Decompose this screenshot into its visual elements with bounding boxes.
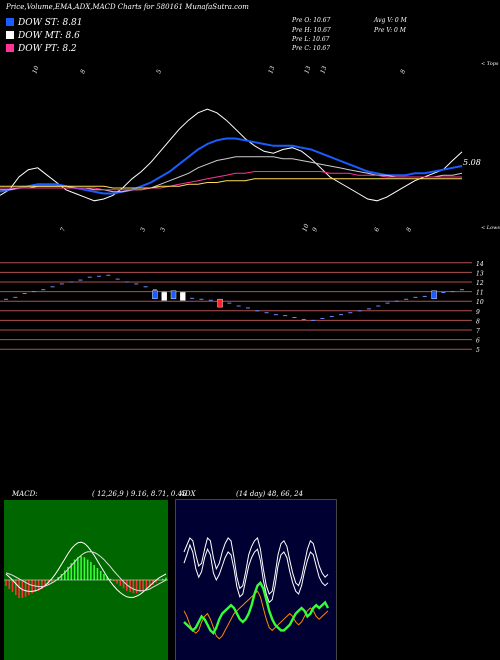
- candle: [180, 292, 186, 301]
- ohlc-low: Pre L: 10.67: [292, 36, 330, 43]
- adx-di-plus-line: [183, 543, 329, 604]
- pre-volume: Pre V: 0 M: [374, 27, 406, 34]
- top-marker: 13: [303, 65, 312, 75]
- candle: [161, 292, 167, 301]
- price-levels-panel: 14 13 12 11 10 9 8 7 6 5: [0, 261, 484, 354]
- macd-line: [5, 541, 167, 598]
- low-marker: 9: [311, 227, 319, 233]
- level-tick-label: 10: [476, 299, 484, 306]
- level-tick-label: 5: [476, 347, 480, 354]
- adx-trend-line: [183, 580, 330, 636]
- macd-chart: [4, 500, 168, 660]
- ohlc-close: Pre C: 10.67: [292, 45, 331, 52]
- adx-chart: [175, 499, 337, 660]
- ohlc-open: Pre O: 10.67: [292, 17, 331, 24]
- series-ema-long: [0, 178, 462, 189]
- level-tick-label: 9: [476, 309, 480, 316]
- legend-swatch-mt: [6, 31, 14, 39]
- legend-label-pt: DOW PT: 8.2: [18, 44, 77, 54]
- top-marker: 8: [79, 69, 87, 75]
- series-ema-slow: [0, 171, 462, 191]
- macd-params: ( 12,26,9 ) 9.16, 8.71, 0.45: [92, 490, 187, 498]
- legend-swatch-pt: [6, 44, 14, 52]
- chart-title: Price,Volume,EMA,ADX,MACD Charts for 580…: [6, 3, 249, 11]
- series-ema-fast: [0, 137, 463, 195]
- candle: [217, 298, 223, 308]
- level-tick-label: 13: [476, 270, 484, 277]
- adx-params: (14 day) 48, 66, 24: [236, 490, 304, 498]
- level-tick-label: 8: [476, 318, 480, 325]
- legend-dow-pt: DOW PT: 8.2: [6, 44, 77, 56]
- top-marker: 10: [31, 65, 40, 75]
- ohlc-high: Pre H: 10.67: [292, 27, 331, 34]
- level-tick-label: 14: [476, 261, 484, 268]
- candle: [170, 290, 177, 299]
- top-marker: 13: [267, 65, 276, 75]
- top-marker: 8: [399, 69, 407, 75]
- adx-di-minus-line: [183, 537, 329, 595]
- candle: [431, 290, 437, 299]
- low-marker: 10: [301, 223, 310, 233]
- low-marker: 7: [59, 227, 67, 233]
- macd-signal-line: [5, 551, 167, 592]
- top-marker: 5: [155, 69, 163, 75]
- legend-label-st: DOW ST: 8.81: [18, 18, 83, 28]
- legend-dow-st: DOW ST: 8.81: [6, 18, 83, 30]
- candle: [152, 290, 158, 299]
- low-marker: 3: [159, 227, 167, 233]
- level-tick-label: 11: [476, 290, 484, 297]
- series-price: [0, 108, 463, 202]
- level-tick-label: 6: [476, 338, 480, 345]
- level-tick-label: 12: [476, 280, 484, 287]
- adx-title: ADX: [180, 490, 196, 498]
- legend-dow-mt: DOW MT: 8.6: [6, 31, 80, 43]
- low-marker: 6: [373, 227, 381, 233]
- last-price-label: 5.08: [463, 158, 481, 167]
- legend-label-mt: DOW MT: 8.6: [18, 31, 80, 41]
- legend-swatch-st: [6, 18, 14, 26]
- level-tick-label: 7: [476, 328, 480, 335]
- tops-label: < Tops: [481, 61, 499, 67]
- lows-label: < Lows: [481, 225, 500, 231]
- avg-volume: Avg V: 0 M: [374, 17, 407, 24]
- low-marker: 8: [405, 227, 413, 233]
- low-marker: 3: [139, 227, 147, 233]
- macd-title: MACD:: [12, 490, 38, 498]
- top-marker: 13: [319, 65, 328, 75]
